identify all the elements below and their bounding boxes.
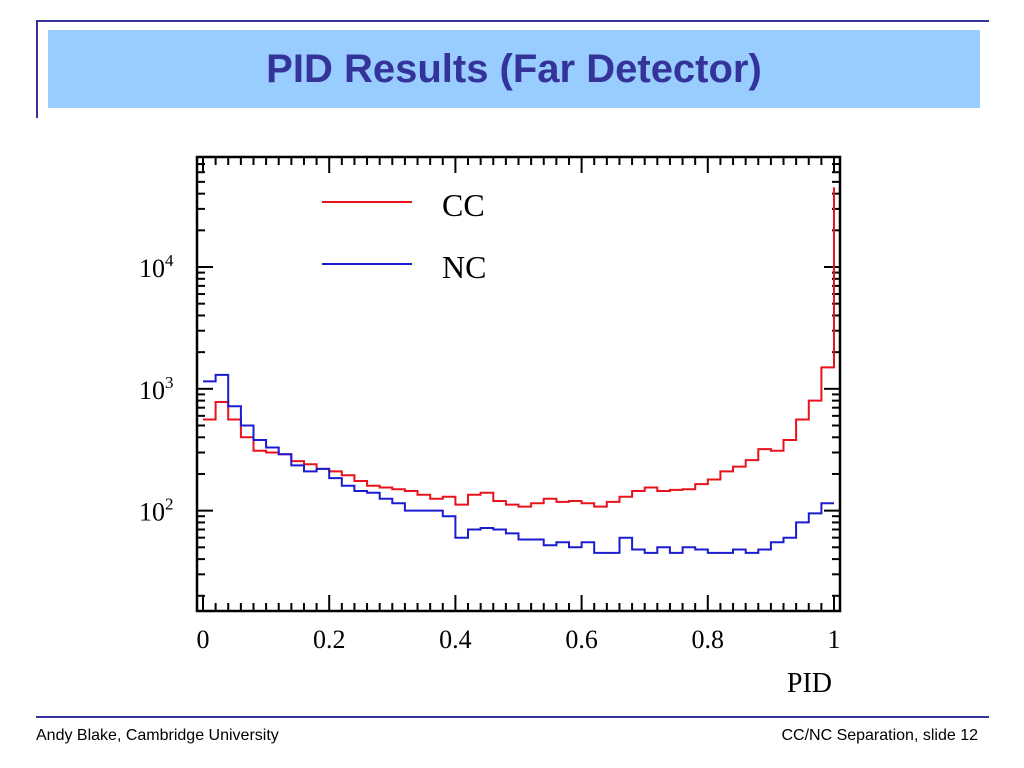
footer-author: Andy Blake, Cambridge University bbox=[36, 727, 279, 744]
slide-title: PID Results (Far Detector) bbox=[266, 46, 762, 91]
y-tick-base: 10 bbox=[139, 254, 165, 283]
y-tick-exponent: 3 bbox=[165, 373, 174, 392]
legend: CC NC bbox=[322, 187, 486, 285]
footer-slide-info: CC/NC Separation, slide 12 bbox=[781, 727, 978, 744]
x-tick-label: 0.6 bbox=[565, 625, 598, 654]
y-tick-label: 104 bbox=[139, 251, 174, 283]
series-nc-line bbox=[203, 373, 834, 554]
y-tick-exponent: 2 bbox=[165, 495, 174, 514]
legend-label-nc: NC bbox=[442, 249, 486, 285]
x-tick-label: 0.8 bbox=[692, 625, 725, 654]
y-tick-label: 102 bbox=[139, 495, 174, 527]
x-tick-label: 0 bbox=[197, 625, 210, 654]
x-tick-label: 0.2 bbox=[313, 625, 346, 654]
title-banner: PID Results (Far Detector) bbox=[48, 30, 980, 108]
y-tick-exponent: 4 bbox=[165, 251, 174, 270]
x-tick-label: 0.4 bbox=[439, 625, 472, 654]
slide-top-rule bbox=[36, 20, 989, 22]
plot-frame bbox=[195, 155, 842, 613]
y-tick-label: 103 bbox=[139, 373, 174, 405]
series-cc-line bbox=[203, 187, 835, 508]
series-layer bbox=[203, 187, 835, 554]
y-tick-base: 10 bbox=[139, 498, 165, 527]
y-tick-base: 10 bbox=[139, 376, 165, 405]
legend-label-cc: CC bbox=[442, 187, 485, 223]
x-tick-label: 1 bbox=[828, 625, 841, 654]
x-axis-label: PID bbox=[787, 668, 832, 699]
footer-rule bbox=[36, 716, 989, 718]
slide-left-rule bbox=[36, 20, 38, 118]
